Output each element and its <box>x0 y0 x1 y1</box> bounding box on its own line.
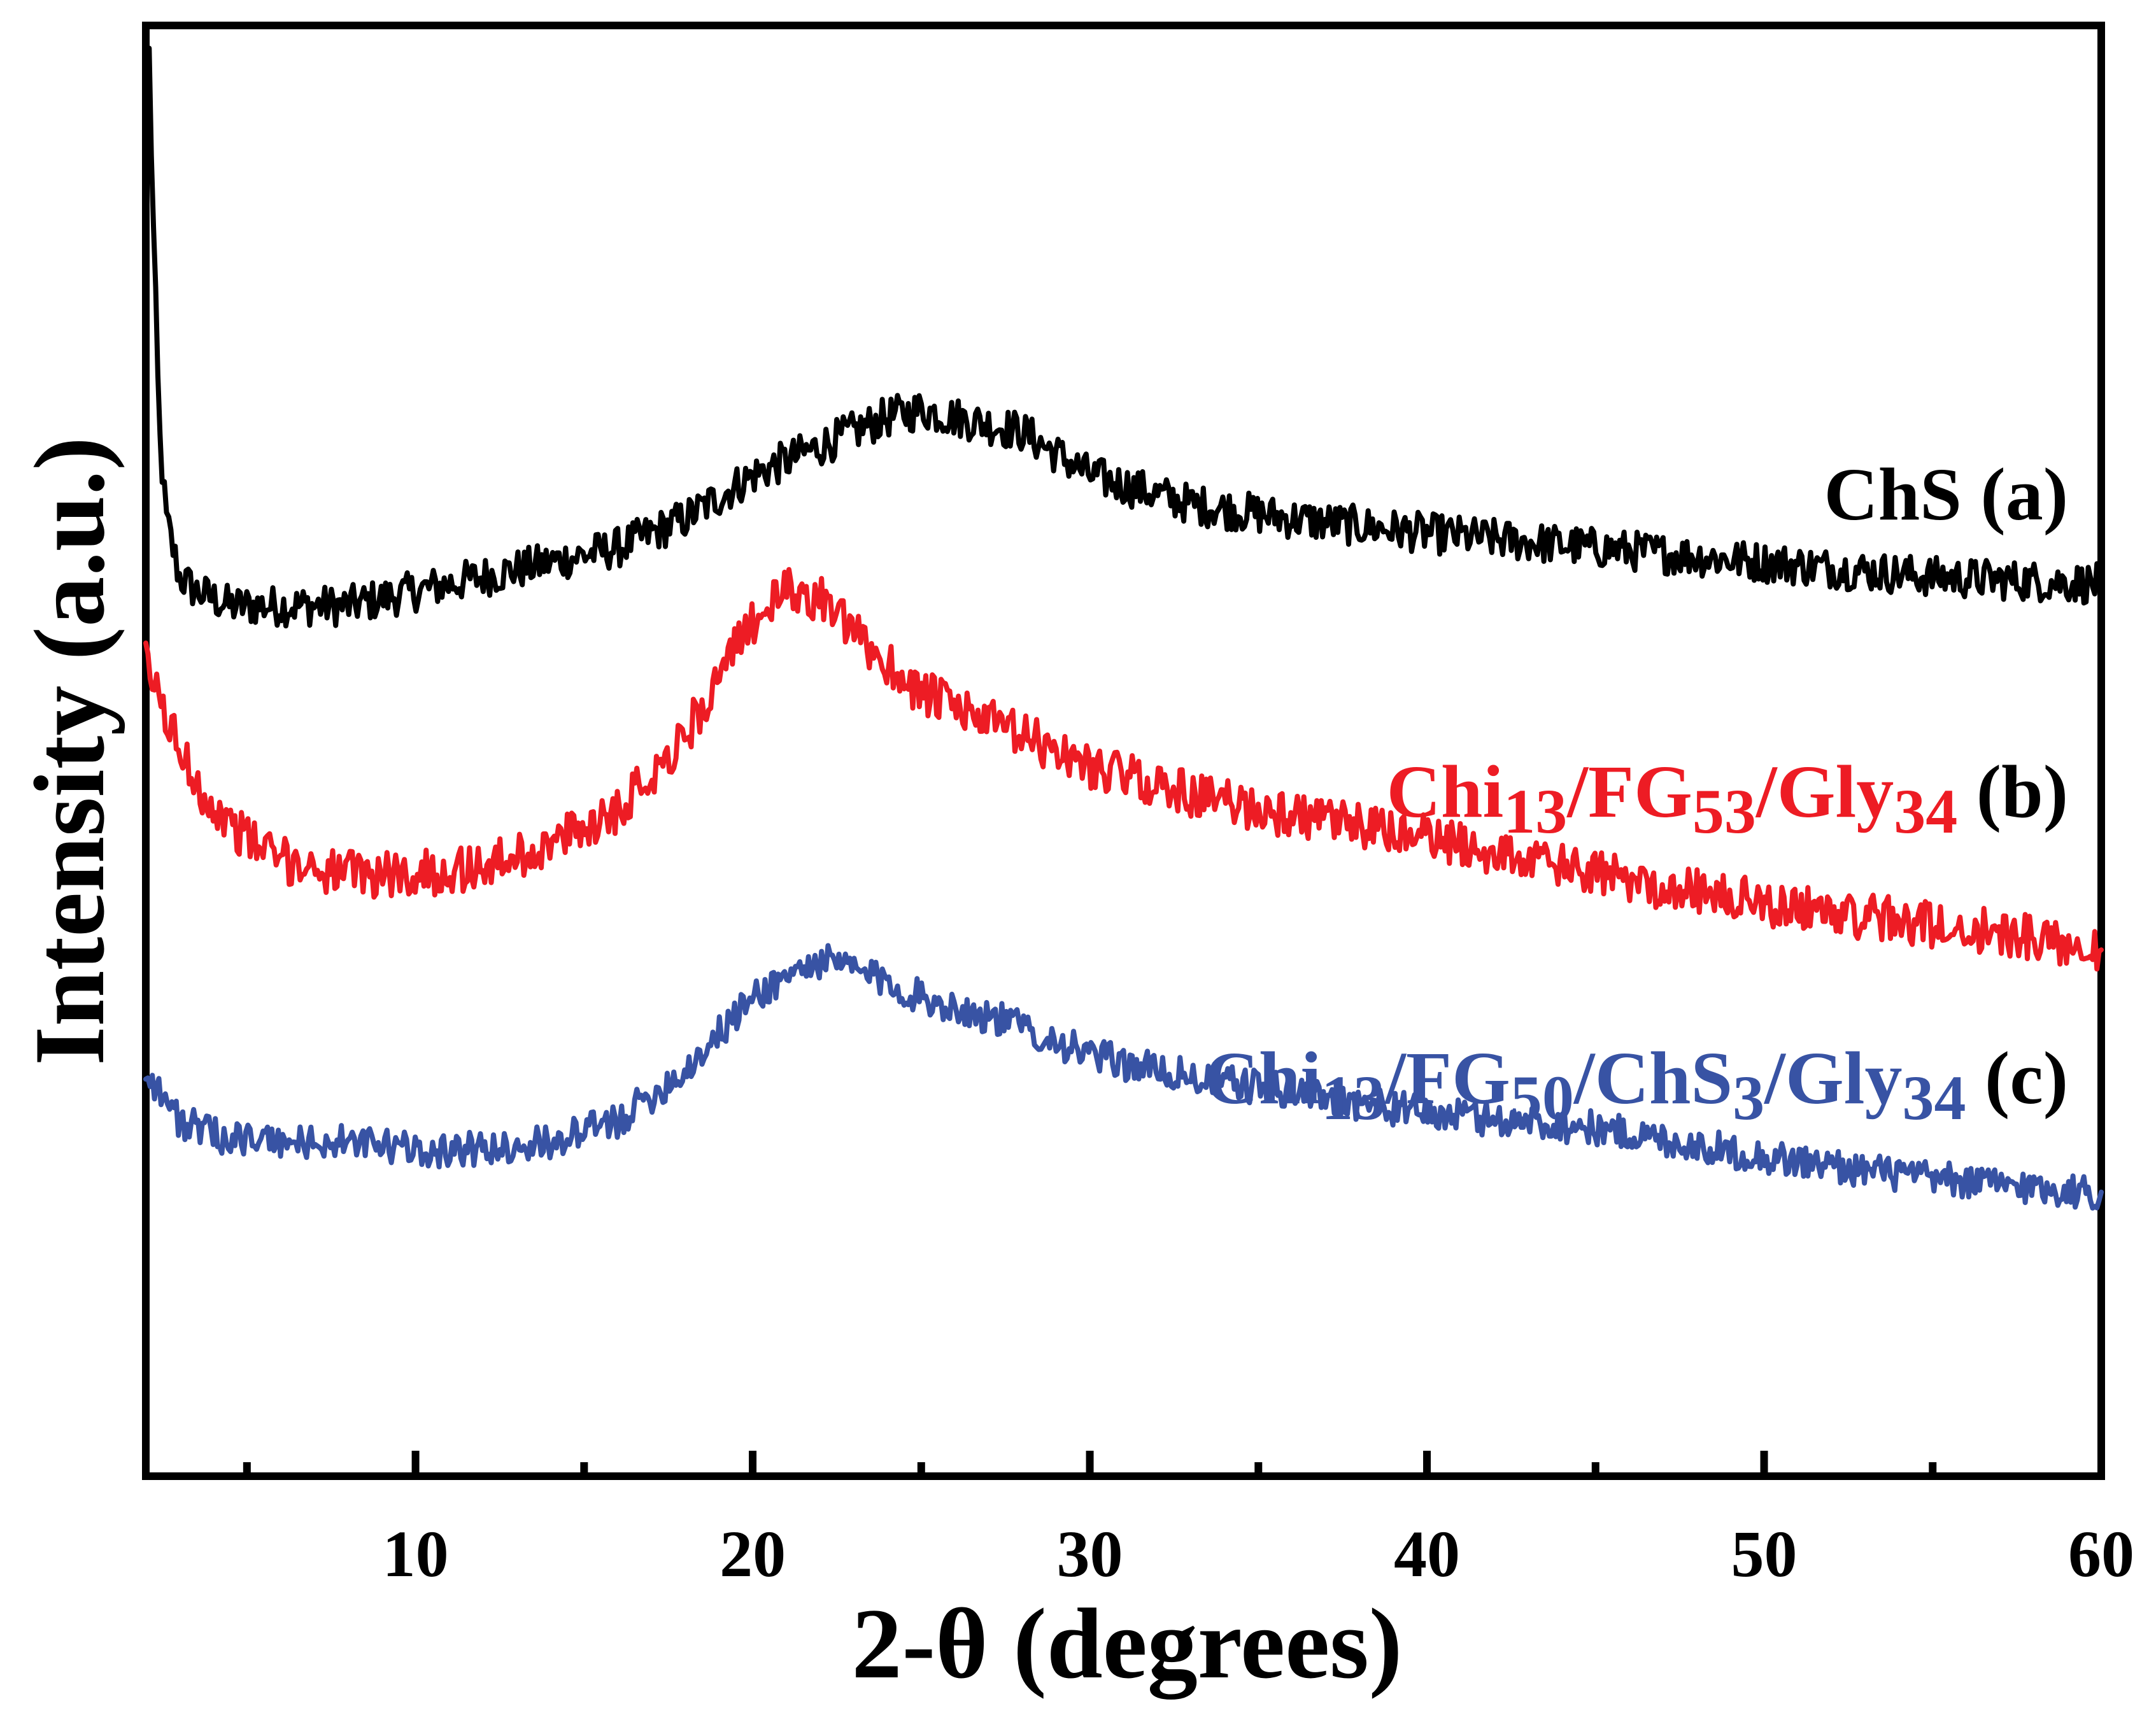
series-label-part: Chi <box>1205 1036 1322 1120</box>
x-tick-label: 50 <box>1731 1518 1798 1591</box>
series-label-part: /FG <box>1384 1036 1510 1120</box>
x-tick-label: 30 <box>1057 1518 1123 1591</box>
series-label-part: /Gly <box>1755 750 1894 833</box>
x-ticks: 10 20 30 40 50 60 <box>243 1451 2134 1591</box>
series-label-part: Chi <box>1387 750 1504 833</box>
series-label-part: 50 <box>1510 1062 1574 1133</box>
series-label-part: ChS <box>1824 453 1961 536</box>
x-tick-label: 40 <box>1394 1518 1460 1591</box>
plot-frame <box>142 22 2105 1480</box>
series-label-part: 3 <box>1733 1062 1764 1133</box>
x-tick-label: 20 <box>720 1518 786 1591</box>
series-label-part: 34 <box>1894 776 1957 847</box>
series-b-label: Chi13/FG53/Gly34 (b) <box>1387 750 2068 847</box>
series-label-part: 13 <box>1503 776 1567 847</box>
x-tick-label: 60 <box>2068 1518 2134 1591</box>
series-layer <box>143 45 2104 1211</box>
series-label-part: /ChS <box>1573 1036 1733 1120</box>
series-label-part: 34 <box>1903 1062 1966 1133</box>
series-label-part: /FG <box>1566 750 1692 833</box>
y-axis-title: Intensity (a.u.) <box>14 437 125 1066</box>
series-label-part: (c) <box>1966 1036 2068 1120</box>
series-a-label: ChS (a) <box>1824 453 2068 536</box>
series-label-part: 13 <box>1321 1062 1385 1133</box>
series-label-part: (a) <box>1962 453 2068 536</box>
series-c-label: Chi13/FG50/ChS3/Gly34 (c) <box>1205 1036 2068 1133</box>
x-axis-title: 2-θ (degrees) <box>852 1588 1403 1700</box>
series-a-line <box>146 45 2104 629</box>
series-c-line <box>143 943 2104 1211</box>
series-label-part: 53 <box>1692 776 1756 847</box>
series-labels: ChS (a)Chi13/FG53/Gly34 (b)Chi13/FG50/Ch… <box>1205 453 2068 1133</box>
series-label-part: /Gly <box>1763 1036 1902 1120</box>
x-tick-label: 10 <box>383 1518 449 1591</box>
series-b-line <box>143 567 2104 972</box>
series-label-part: (b) <box>1957 750 2068 833</box>
